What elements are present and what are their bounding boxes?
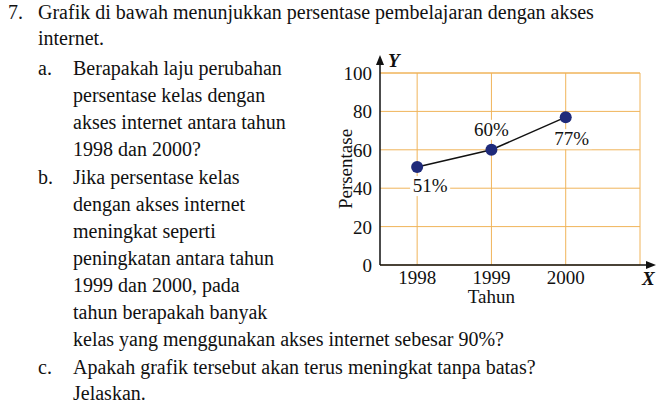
x-axis-label: Tahun: [468, 286, 516, 307]
y-grid-line: [380, 226, 640, 227]
frame-right: [640, 73, 641, 265]
item-line: Berapakah laju perubahan: [73, 57, 282, 80]
item-line: Apakah grafik tersebut akan terus mening…: [73, 356, 536, 379]
item-line: Jelaskan.: [73, 382, 146, 404]
y-axis: [379, 59, 381, 265]
y-tick-label: 100: [344, 63, 373, 84]
y-tick-label: 80: [353, 101, 372, 122]
item-line: persentase kelas dengan: [73, 84, 265, 107]
item-line: 1999 dan 2000, pada: [73, 274, 240, 297]
item-label: a.: [38, 57, 52, 79]
x-tick-label: 1998: [398, 267, 436, 288]
data-label: 77%: [554, 128, 589, 149]
axes: YX: [376, 50, 656, 289]
data-label-bg: [471, 120, 511, 140]
data-label: 60%: [474, 119, 509, 140]
x-axis: [380, 264, 652, 266]
item-line: meningkat seperti: [73, 220, 216, 243]
item-line: Jika persentase kelas: [73, 166, 240, 189]
data-line: [417, 117, 566, 167]
intro-line: internet.: [38, 27, 104, 49]
y-axis-label: Persentase: [335, 129, 356, 209]
page: 7. Grafik di bawah menunjukkan persentase…: [0, 0, 666, 408]
item-line: akses internet antara tahun: [73, 111, 286, 133]
x-tick-label: 1999: [472, 267, 510, 288]
data-label: 51%: [413, 175, 448, 196]
item-line: 1998 dan 2000?: [73, 138, 201, 160]
item-label: c.: [38, 356, 52, 378]
y-tick-label: 20: [353, 217, 372, 238]
x-tick-label: 2000: [547, 267, 585, 288]
intro-line: Grafik di bawah menunjukkan persentase p…: [38, 1, 594, 24]
y-grid-line: [380, 149, 640, 150]
data-label-bg: [552, 129, 592, 149]
frame-top: [380, 73, 640, 74]
data-label-bg: [410, 176, 450, 196]
item-label: b.: [38, 166, 53, 188]
y-axis-arrow: [376, 55, 384, 65]
y-tick-label: 0: [363, 255, 373, 276]
item-line: dengan akses internet: [73, 193, 246, 216]
data-group: [411, 111, 572, 173]
x-grid-line: [565, 73, 566, 265]
y-grid-line: [380, 73, 640, 74]
data-point: [411, 161, 423, 173]
item-line: peningkatan antara tahun: [73, 247, 274, 270]
data-point: [560, 111, 572, 123]
data-point: [485, 144, 497, 156]
item-line: tahun berapakah banyak: [73, 301, 267, 324]
chart: YX020406080100199819992000TahunPersentas…: [335, 50, 656, 307]
y-grid-line: [380, 111, 640, 112]
y-axis-name: Y: [388, 50, 402, 71]
x-grid-line: [491, 73, 492, 265]
problem-number: 7.: [8, 1, 23, 23]
x-axis-name: X: [641, 268, 656, 289]
item-line: kelas yang menggunakan akses internet se…: [73, 328, 504, 351]
